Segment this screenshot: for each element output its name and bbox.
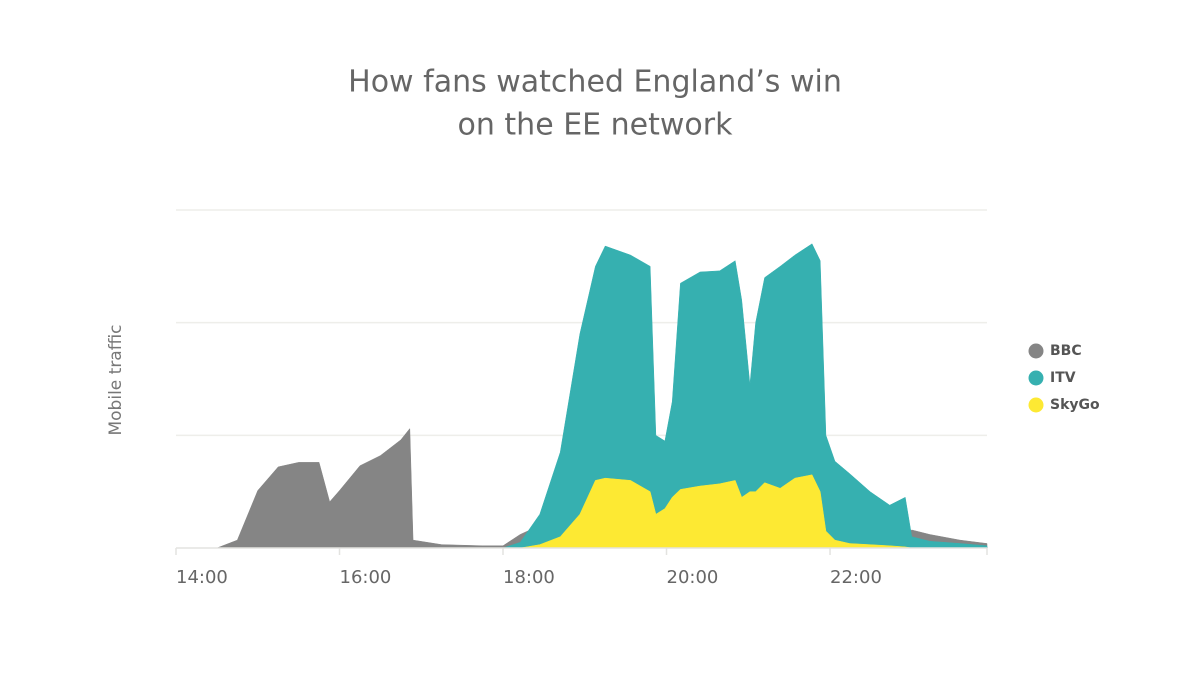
x-tick-label: 22:00	[830, 567, 882, 588]
x-tick-label: 16:00	[340, 567, 392, 588]
chart-title: How fans watched England’s win	[348, 65, 842, 100]
x-tick-label: 20:00	[667, 567, 719, 588]
legend-label: SkyGo	[1050, 397, 1100, 413]
legend-label: ITV	[1050, 370, 1076, 386]
legend-swatch	[1028, 397, 1044, 413]
legend-label: BBC	[1050, 343, 1082, 359]
legend-swatch	[1028, 370, 1044, 386]
x-tick-label: 18:00	[503, 567, 555, 588]
x-tick-label: 14:00	[176, 567, 228, 588]
chart-title: on the EE network	[458, 108, 734, 143]
legend-swatch	[1028, 343, 1044, 359]
y-axis-label: Mobile traffic	[106, 324, 126, 435]
